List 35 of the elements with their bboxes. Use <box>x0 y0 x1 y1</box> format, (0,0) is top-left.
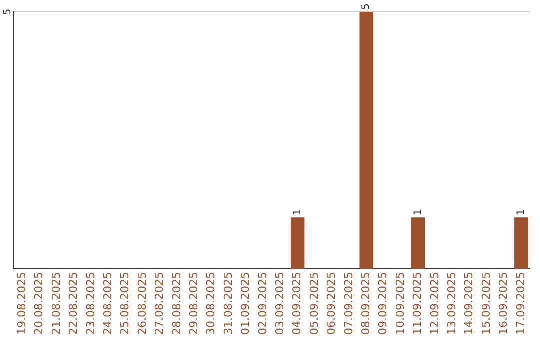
x-tick-label: 28.08.2025 <box>170 272 184 336</box>
x-tick-label: 11.09.2025 <box>411 272 424 336</box>
x-tick-label: 13.09.2025 <box>445 272 458 336</box>
ref-line-label: 5 <box>2 8 14 16</box>
x-tick-label: 25.08.2025 <box>118 272 132 336</box>
data-label: 5 <box>361 4 372 10</box>
x-tick-label: 29.08.2025 <box>187 272 200 336</box>
x-tick-label: 21.08.2025 <box>50 272 63 336</box>
x-tick-label: 19.08.2025 <box>15 272 28 336</box>
x-tick-label: 15.09.2025 <box>480 272 493 336</box>
x-tick-label: 07.09.2025 <box>342 272 356 336</box>
data-label: 1 <box>292 209 304 216</box>
x-tick-label: 06.09.2025 <box>325 272 338 336</box>
x-tick-label: 10.09.2025 <box>394 272 407 336</box>
x-tick-label: 27.08.2025 <box>153 272 166 336</box>
x-tick-label: 30.08.2025 <box>204 272 218 336</box>
x-tick-label: 14.09.2025 <box>462 272 476 336</box>
x-tick-label: 04.09.2025 <box>290 272 304 336</box>
x-tick-label: 31.08.2025 <box>222 272 235 336</box>
x-tick-label: 01.09.2025 <box>239 272 252 336</box>
x-tick-label: 26.08.2025 <box>136 272 149 336</box>
x-tick-label: 16.09.2025 <box>497 272 510 336</box>
data-label: 1 <box>412 209 424 216</box>
x-tick-label: 09.09.2025 <box>376 272 390 336</box>
x-tick-label: 20.08.2025 <box>32 272 46 336</box>
x-tick-label: 22.08.2025 <box>67 272 80 336</box>
x-tick-label: 17.09.2025 <box>514 272 528 336</box>
x-tick-label: 08.09.2025 <box>359 272 372 336</box>
data-label: 1 <box>516 209 527 216</box>
x-tick-label: 12.09.2025 <box>428 272 442 336</box>
x-tick-label: 24.08.2025 <box>101 272 114 336</box>
x-tick-label: 03.09.2025 <box>273 272 286 336</box>
x-tick-label: 05.09.2025 <box>308 272 321 336</box>
x-tick-label: 23.08.2025 <box>84 272 98 336</box>
x-tick-label: 02.09.2025 <box>256 272 270 336</box>
